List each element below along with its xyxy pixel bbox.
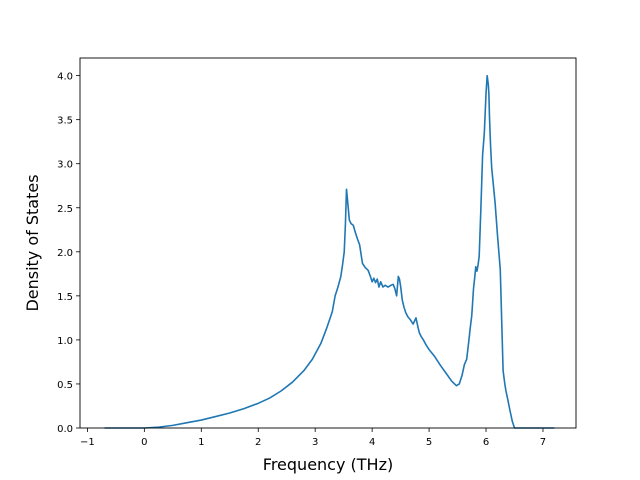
y-tick-label: 1.0 [57, 336, 73, 347]
x-axis-ticks: −1 0 1 2 3 4 5 6 7 [80, 428, 546, 448]
y-tick-label: 3.0 [57, 160, 73, 171]
x-tick-label: 2 [255, 437, 261, 448]
y-tick-label: 2.0 [57, 248, 73, 259]
x-tick-label: 4 [369, 437, 375, 448]
x-tick-label: −1 [80, 437, 95, 448]
x-tick-label: 5 [426, 437, 432, 448]
x-tick-label: 3 [312, 437, 318, 448]
x-axis-label: Frequency (THz) [263, 455, 393, 474]
plot-frame [79, 57, 577, 429]
y-tick-label: 1.5 [57, 292, 73, 303]
x-tick-label: 1 [198, 437, 204, 448]
x-tick-label: 7 [540, 437, 546, 448]
y-axis-label: Density of States [23, 174, 42, 311]
y-tick-label: 2.5 [57, 204, 73, 215]
x-tick-label: 6 [483, 437, 489, 448]
dos-series-line [104, 74, 555, 429]
x-tick-label: 0 [141, 437, 147, 448]
y-tick-label: 0.0 [57, 424, 73, 435]
y-tick-label: 0.5 [57, 380, 73, 391]
y-tick-label: 4.0 [57, 72, 73, 83]
y-tick-label: 3.5 [57, 116, 73, 127]
y-axis-ticks: 0.0 0.5 1.0 1.5 2.0 2.5 3.0 3.5 4.0 [57, 72, 80, 435]
plot-area [80, 58, 576, 428]
